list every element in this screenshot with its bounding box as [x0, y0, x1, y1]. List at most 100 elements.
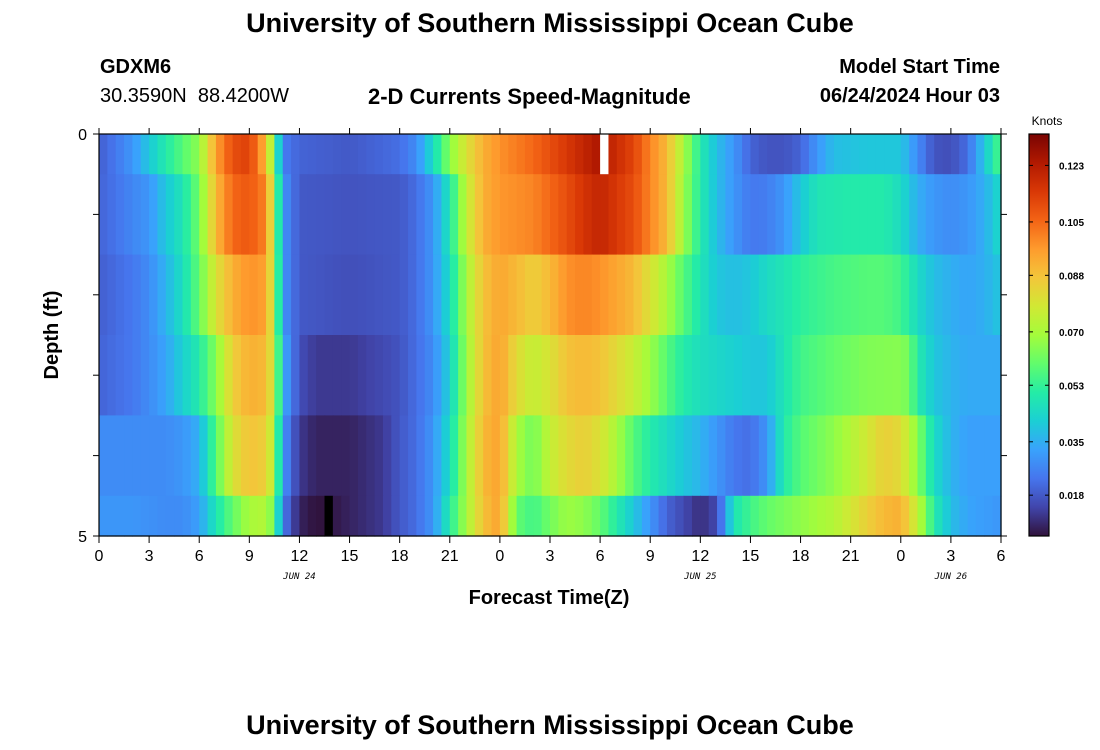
heatmap-cell — [349, 415, 359, 497]
heatmap-cell — [274, 335, 284, 416]
heatmap-cell — [591, 174, 601, 256]
heatmap-cell — [274, 134, 284, 175]
heatmap-cell — [725, 415, 735, 497]
heatmap-cell — [224, 335, 234, 416]
heatmap-cell — [658, 335, 668, 416]
heatmap-cell — [608, 495, 618, 537]
heatmap-cell — [182, 254, 192, 336]
heatmap-cell — [382, 415, 392, 497]
heatmap-cell — [842, 254, 852, 336]
heatmap-cell — [775, 174, 785, 256]
heatmap-cell — [391, 174, 401, 256]
heatmap-cell — [433, 134, 443, 175]
heatmap-cell — [641, 254, 651, 336]
heatmap-cell — [332, 335, 342, 416]
heatmap-cell — [316, 415, 326, 497]
heatmap-cell — [408, 134, 417, 175]
date-label: JUN 24 — [282, 572, 316, 582]
heatmap-cell — [884, 415, 894, 497]
heatmap-cell — [925, 335, 935, 416]
heatmap-cell — [742, 134, 752, 175]
heatmap-cell — [491, 415, 501, 497]
heatmap-cell — [149, 415, 159, 497]
heatmap-cell — [700, 335, 710, 416]
heatmap-cell — [658, 134, 668, 175]
heatmap-cell — [600, 495, 610, 537]
heatmap-cell — [691, 415, 701, 497]
heatmap-cell — [491, 254, 501, 336]
colorbar-tick-label: 0.018 — [1059, 491, 1084, 502]
heatmap-cell — [357, 495, 367, 537]
heatmap-cell — [466, 495, 476, 537]
heatmap-cell — [399, 254, 409, 336]
heatmap-cell — [616, 254, 626, 336]
heatmap-cell — [466, 415, 476, 497]
heatmap-cell — [666, 174, 676, 256]
heatmap-cell — [650, 415, 660, 497]
heatmap-cell — [199, 134, 209, 175]
heatmap-cell — [758, 254, 768, 336]
heatmap-cell — [324, 335, 334, 416]
heatmap-cell — [449, 254, 459, 336]
heatmap-cell — [733, 495, 743, 537]
heatmap-cell — [742, 495, 752, 537]
heatmap-cell — [374, 335, 384, 416]
heatmap-cell — [182, 174, 192, 256]
heatmap-cell — [984, 134, 994, 175]
heatmap-cell — [366, 495, 376, 537]
heatmap-cell — [140, 134, 150, 175]
heatmap-cell — [591, 335, 601, 416]
heatmap-cell — [859, 415, 868, 497]
heatmap-cell — [733, 415, 743, 497]
x-tick-label: 3 — [946, 548, 955, 565]
heatmap-cell — [266, 134, 275, 175]
heatmap-cell — [591, 254, 601, 336]
heatmap-cell — [441, 415, 451, 497]
heatmap-cell — [391, 335, 401, 416]
heatmap-cell — [491, 174, 501, 256]
heatmap-cell — [800, 495, 810, 537]
heatmap-cell — [950, 495, 960, 537]
heatmap-cell — [474, 174, 484, 256]
heatmap-cell — [399, 134, 409, 175]
heatmap-cell — [124, 134, 134, 175]
heatmap-cell — [808, 415, 818, 497]
heatmap-cell — [533, 495, 543, 537]
heatmap-cell — [575, 415, 585, 497]
heatmap-cell — [975, 174, 985, 256]
heatmap-cell — [257, 134, 267, 175]
heatmap-cell — [491, 134, 501, 175]
heatmap-cell — [282, 335, 292, 416]
heatmap-cell — [391, 254, 401, 336]
heatmap-cell — [700, 174, 710, 256]
heatmap-cell — [291, 174, 301, 256]
heatmap-cell — [700, 415, 710, 497]
heatmap-cell — [132, 335, 142, 416]
heatmap-cell — [190, 174, 200, 256]
heatmap-cell — [992, 134, 1002, 175]
heatmap-cell — [658, 415, 668, 497]
heatmap-cell — [708, 495, 718, 537]
heatmap-cell — [675, 134, 685, 175]
heatmap-cell — [282, 495, 292, 537]
heatmap-cell — [600, 335, 610, 416]
heatmap-cell — [199, 495, 209, 537]
heatmap-cell — [349, 254, 359, 336]
heatmap-cell — [349, 174, 359, 256]
heatmap-cell — [917, 415, 927, 497]
heatmap-cell — [900, 495, 910, 537]
date-label: JUN 25 — [683, 572, 717, 582]
heatmap-cell — [474, 335, 484, 416]
x-tick-label: 6 — [195, 548, 204, 565]
heatmap-cell — [541, 174, 551, 256]
heatmap-cell — [249, 254, 259, 336]
heatmap-cell — [274, 174, 284, 256]
heatmap-cell — [232, 415, 242, 497]
heatmap-cell — [449, 495, 459, 537]
heatmap-cell — [316, 335, 326, 416]
heatmap-cell — [240, 495, 250, 537]
heatmap-cell — [416, 335, 426, 416]
heatmap-cell — [240, 174, 250, 256]
heatmap-cell — [717, 254, 726, 336]
heatmap-cell — [583, 495, 593, 537]
